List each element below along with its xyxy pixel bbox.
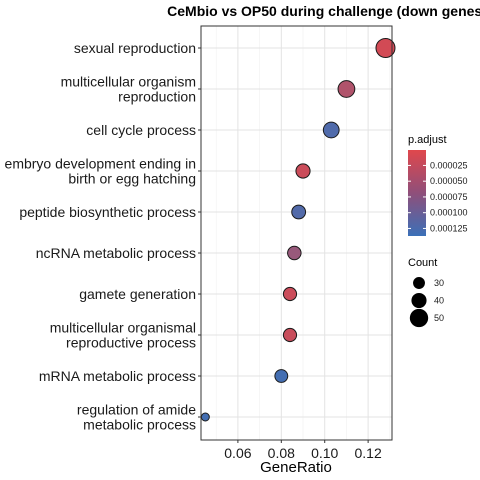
plot-panel	[200, 25, 396, 441]
data-point	[375, 38, 396, 58]
size-legend-label: 40	[434, 296, 444, 306]
y-tick-label: regulation of amide metabolic process	[77, 402, 196, 433]
color-bar-ticks: 0.000025 0.000050 0.000075 0.000100 0.000125	[408, 160, 468, 233]
color-bar-label: 0.000025	[430, 160, 468, 170]
y-axis-labels: sexual reproduction multicellular organis…	[5, 40, 197, 433]
data-point	[282, 286, 298, 302]
size-legend-title: Count	[408, 257, 437, 269]
color-legend: p.adjust 0.000025 0.000050 0.000075 0.00010…	[408, 134, 468, 236]
data-point	[322, 121, 340, 139]
chart-title: CeMbio vs OP50 during challenge (down ge…	[167, 3, 480, 19]
x-tick-label: 0.12	[355, 445, 382, 461]
color-bar	[408, 150, 426, 236]
y-tick-label: multicellular organism reproduction	[61, 74, 196, 105]
size-legend-items: 30 40 50	[409, 277, 444, 328]
plot-border	[200, 25, 393, 441]
y-tick-label: ncRNA metabolic process	[36, 245, 196, 261]
size-legend-key	[411, 292, 427, 309]
x-axis-title: GeneRatio	[260, 459, 332, 476]
plot-background	[201, 26, 392, 440]
y-tick-label: mRNA metabolic process	[39, 368, 196, 384]
size-legend: Count 30 40 50	[408, 257, 444, 328]
size-legend-label: 50	[434, 313, 444, 323]
size-legend-label: 30	[434, 278, 444, 288]
data-point	[291, 204, 307, 220]
y-tick-label: embryo development ending in birth or egg…	[5, 156, 196, 187]
y-tick-label: sexual reproduction	[74, 40, 196, 56]
y-tick-label: multicellular organismal reproductive pro…	[50, 320, 196, 351]
data-point	[274, 369, 289, 383]
data-points	[200, 38, 396, 422]
x-tick-label: 0.06	[224, 445, 251, 461]
y-axis-ticks	[198, 47, 201, 418]
y-tick-label: gamete generation	[79, 286, 196, 302]
data-point	[287, 245, 302, 261]
data-point	[337, 80, 356, 98]
x-tick-label: 0.08	[268, 445, 295, 461]
color-bar-label: 0.000125	[430, 223, 468, 233]
data-point	[282, 327, 298, 343]
y-tick-label: cell cycle process	[86, 122, 196, 138]
color-bar-label: 0.000075	[430, 192, 468, 202]
x-tick-label: 0.10	[311, 445, 338, 461]
size-legend-key	[409, 308, 429, 328]
color-bar-label: 0.000050	[430, 176, 468, 186]
color-bar-label: 0.000100	[430, 208, 468, 218]
y-tick-label: peptide biosynthetic process	[19, 204, 196, 220]
color-legend-title: p.adjust	[408, 134, 447, 146]
data-point	[295, 163, 311, 179]
size-legend-key	[413, 277, 425, 289]
data-point	[200, 412, 210, 422]
x-axis: 0.06 0.08 0.10 0.12	[224, 440, 382, 461]
